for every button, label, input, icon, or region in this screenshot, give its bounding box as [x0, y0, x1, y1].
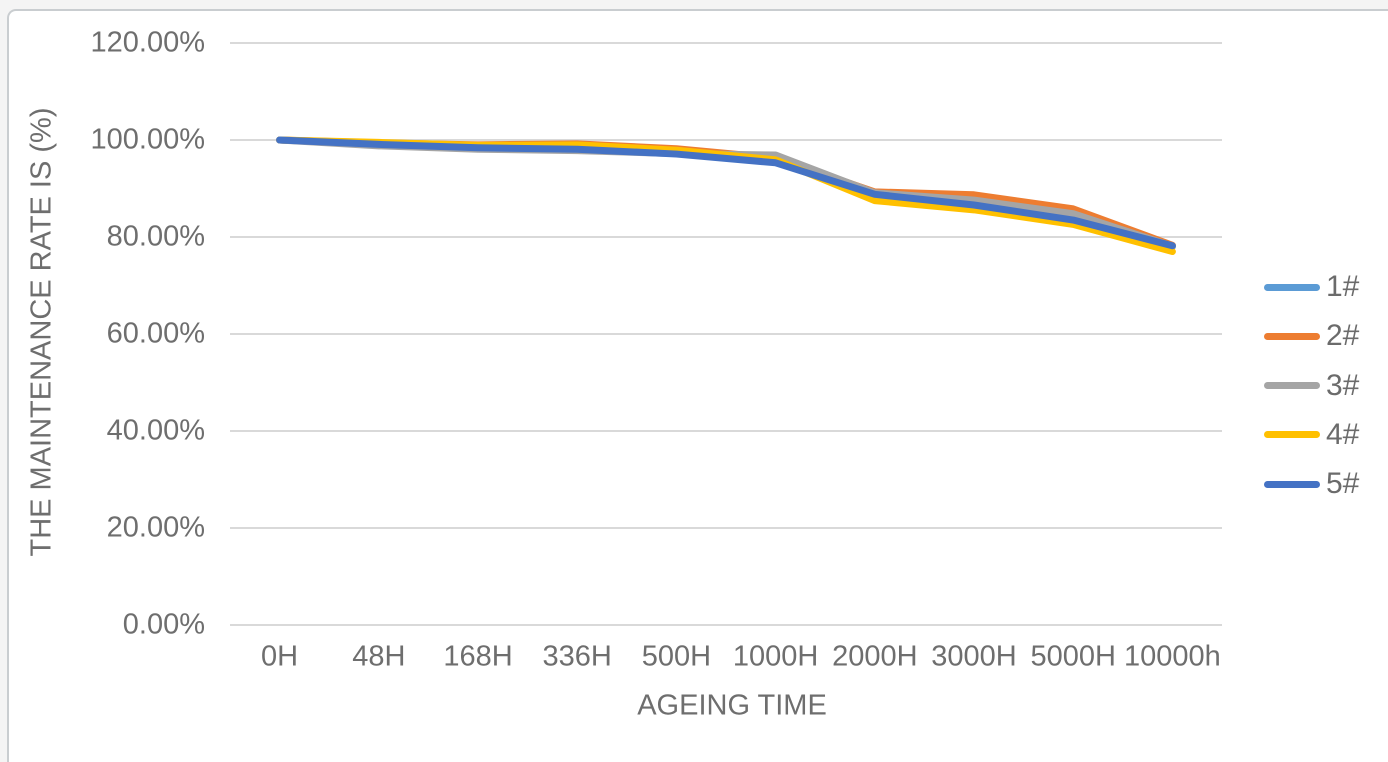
- x-tick-label: 0H: [261, 640, 299, 673]
- legend-label: 2#: [1326, 319, 1360, 353]
- legend-item-3: 3#: [1264, 369, 1359, 403]
- x-tick-label: 10000h: [1124, 640, 1221, 673]
- legend-swatch-icon: [1264, 431, 1320, 439]
- y-tick-label: 0.00%: [122, 608, 205, 641]
- legend-swatch-icon: [1264, 332, 1320, 340]
- y-tick-label: 60.00%: [106, 317, 205, 350]
- y-tick-label: 40.00%: [106, 414, 205, 447]
- legend-item-4: 4#: [1264, 418, 1359, 452]
- legend-swatch-icon: [1264, 382, 1320, 390]
- legend-label: 1#: [1326, 270, 1360, 303]
- legend-item-5: 5#: [1264, 467, 1359, 501]
- y-tick-label: 120.00%: [90, 26, 206, 59]
- x-tick-label: 500H: [641, 640, 712, 673]
- legend-item-1: 1#: [1264, 270, 1359, 304]
- legend-label: 3#: [1326, 368, 1360, 402]
- x-tick-label: 3000H: [931, 640, 1017, 673]
- y-tick-label: 20.00%: [106, 511, 205, 544]
- y-axis-title: THE MAINTENANCE RATE IS (%): [25, 107, 58, 557]
- legend-label: 4#: [1326, 417, 1360, 451]
- y-tick-label: 100.00%: [90, 123, 206, 156]
- series-line-5: [276, 136, 1176, 250]
- legend-label: 5#: [1326, 467, 1360, 501]
- x-axis-title: AGEING TIME: [637, 689, 827, 722]
- x-tick-label: 5000H: [1030, 640, 1116, 673]
- x-tick-label: 1000H: [732, 640, 819, 673]
- x-tick-label: 168H: [443, 640, 513, 673]
- chart-frame: [7, 9, 1388, 762]
- x-tick-label: 336H: [542, 640, 612, 673]
- legend-swatch-icon: [1264, 480, 1320, 488]
- x-tick-label: 48H: [352, 640, 406, 673]
- y-tick-label: 80.00%: [106, 220, 205, 253]
- legend-item-2: 2#: [1264, 319, 1359, 353]
- x-tick-label: 2000H: [832, 640, 918, 673]
- legend-swatch-icon: [1264, 283, 1320, 291]
